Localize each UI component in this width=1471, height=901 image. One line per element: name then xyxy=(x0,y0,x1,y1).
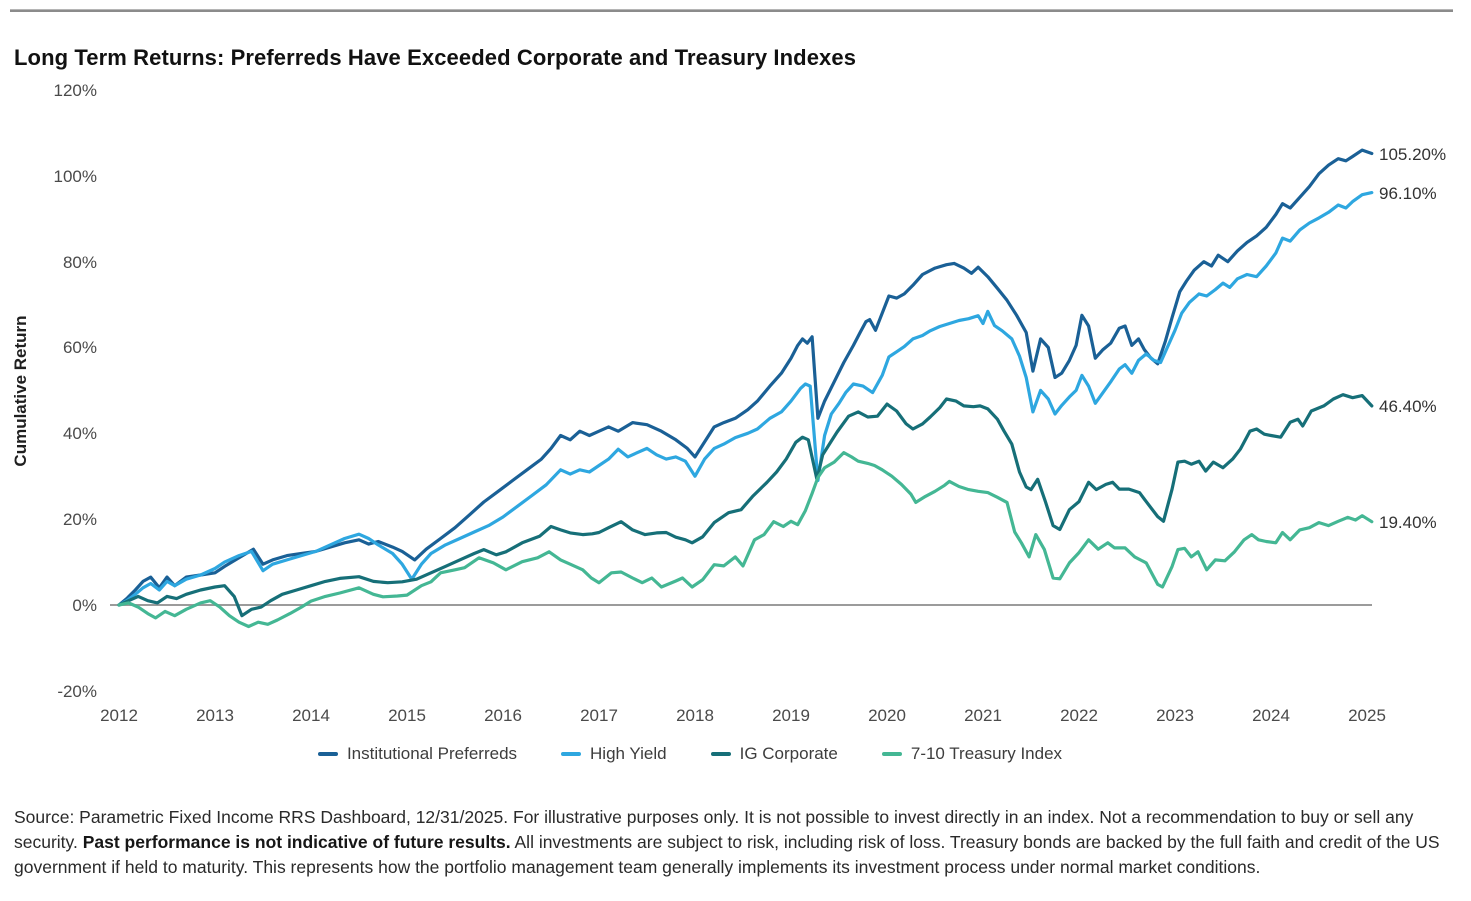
x-tick-label: 2024 xyxy=(1252,706,1290,725)
source-bold-text: Past performance is not indicative of fu… xyxy=(82,831,511,852)
y-tick-label: 20% xyxy=(62,510,97,530)
end-value-label: 105.20% xyxy=(1379,144,1447,164)
x-tick-label: 2016 xyxy=(484,706,522,725)
legend-item-7-10-treasury-index: 7-10 Treasury Index xyxy=(881,744,1063,764)
source-text: Source: Parametric Fixed Income RRS Dash… xyxy=(14,806,1414,852)
legend-label: 7-10 Treasury Index xyxy=(910,744,1063,763)
y-tick-label: 100% xyxy=(53,166,97,186)
x-tick-label: 2023 xyxy=(1156,706,1194,725)
y-tick-label: 40% xyxy=(62,424,97,444)
legend-swatch-icon xyxy=(710,752,731,756)
y-tick-label: 80% xyxy=(62,252,97,272)
x-tick-label: 2025 xyxy=(1348,706,1386,725)
x-tick-label: 2020 xyxy=(868,706,906,725)
legend-swatch-icon xyxy=(317,752,338,756)
x-tick-label: 2017 xyxy=(580,706,618,725)
end-value-label: 46.40% xyxy=(1379,396,1437,416)
x-tick-label: 2022 xyxy=(1060,706,1098,725)
x-tick-label: 2014 xyxy=(292,706,330,725)
x-tick-label: 2019 xyxy=(772,706,810,725)
x-tick-label: 2021 xyxy=(964,706,1002,725)
series-line-7-10-treasury-index xyxy=(117,451,1374,629)
chart-legend: Institutional Preferreds High Yield IG Cor… xyxy=(0,744,1380,764)
legend-item-ig-corporate: IG Corporate xyxy=(710,744,838,764)
series-line-high-yield xyxy=(117,191,1374,607)
page-title: Long Term Returns: Preferreds Have Excee… xyxy=(14,44,857,70)
source-note: Source: Parametric Fixed Income RRS Dash… xyxy=(14,805,1458,880)
end-value-label: 96.10% xyxy=(1379,183,1437,203)
legend-swatch-icon xyxy=(881,752,902,756)
legend-item-high-yield: High Yield xyxy=(561,744,667,764)
y-tick-label: 0% xyxy=(72,596,97,615)
end-value-label: 19.40% xyxy=(1379,512,1437,532)
x-tick-label: 2018 xyxy=(676,706,714,725)
y-tick-label: 60% xyxy=(62,338,97,358)
legend-label: Institutional Preferreds xyxy=(346,744,518,763)
x-tick-label: 2013 xyxy=(196,706,234,725)
legend-label: High Yield xyxy=(590,744,667,763)
series-line-ig-corporate xyxy=(117,393,1374,618)
legend-item-institutional-preferreds: Institutional Preferreds xyxy=(317,744,518,764)
x-tick-label: 2015 xyxy=(388,706,426,725)
y-tick-label: 120% xyxy=(53,80,97,100)
top-divider xyxy=(10,9,1453,12)
legend-swatch-icon xyxy=(561,752,582,756)
legend-label: IG Corporate xyxy=(739,744,838,763)
series-line-institutional-preferreds xyxy=(117,148,1374,607)
x-tick-label: 2012 xyxy=(100,706,138,725)
source-text-after: All investments are subject to risk, inc… xyxy=(14,831,1440,877)
y-tick-label: -20% xyxy=(57,681,97,701)
